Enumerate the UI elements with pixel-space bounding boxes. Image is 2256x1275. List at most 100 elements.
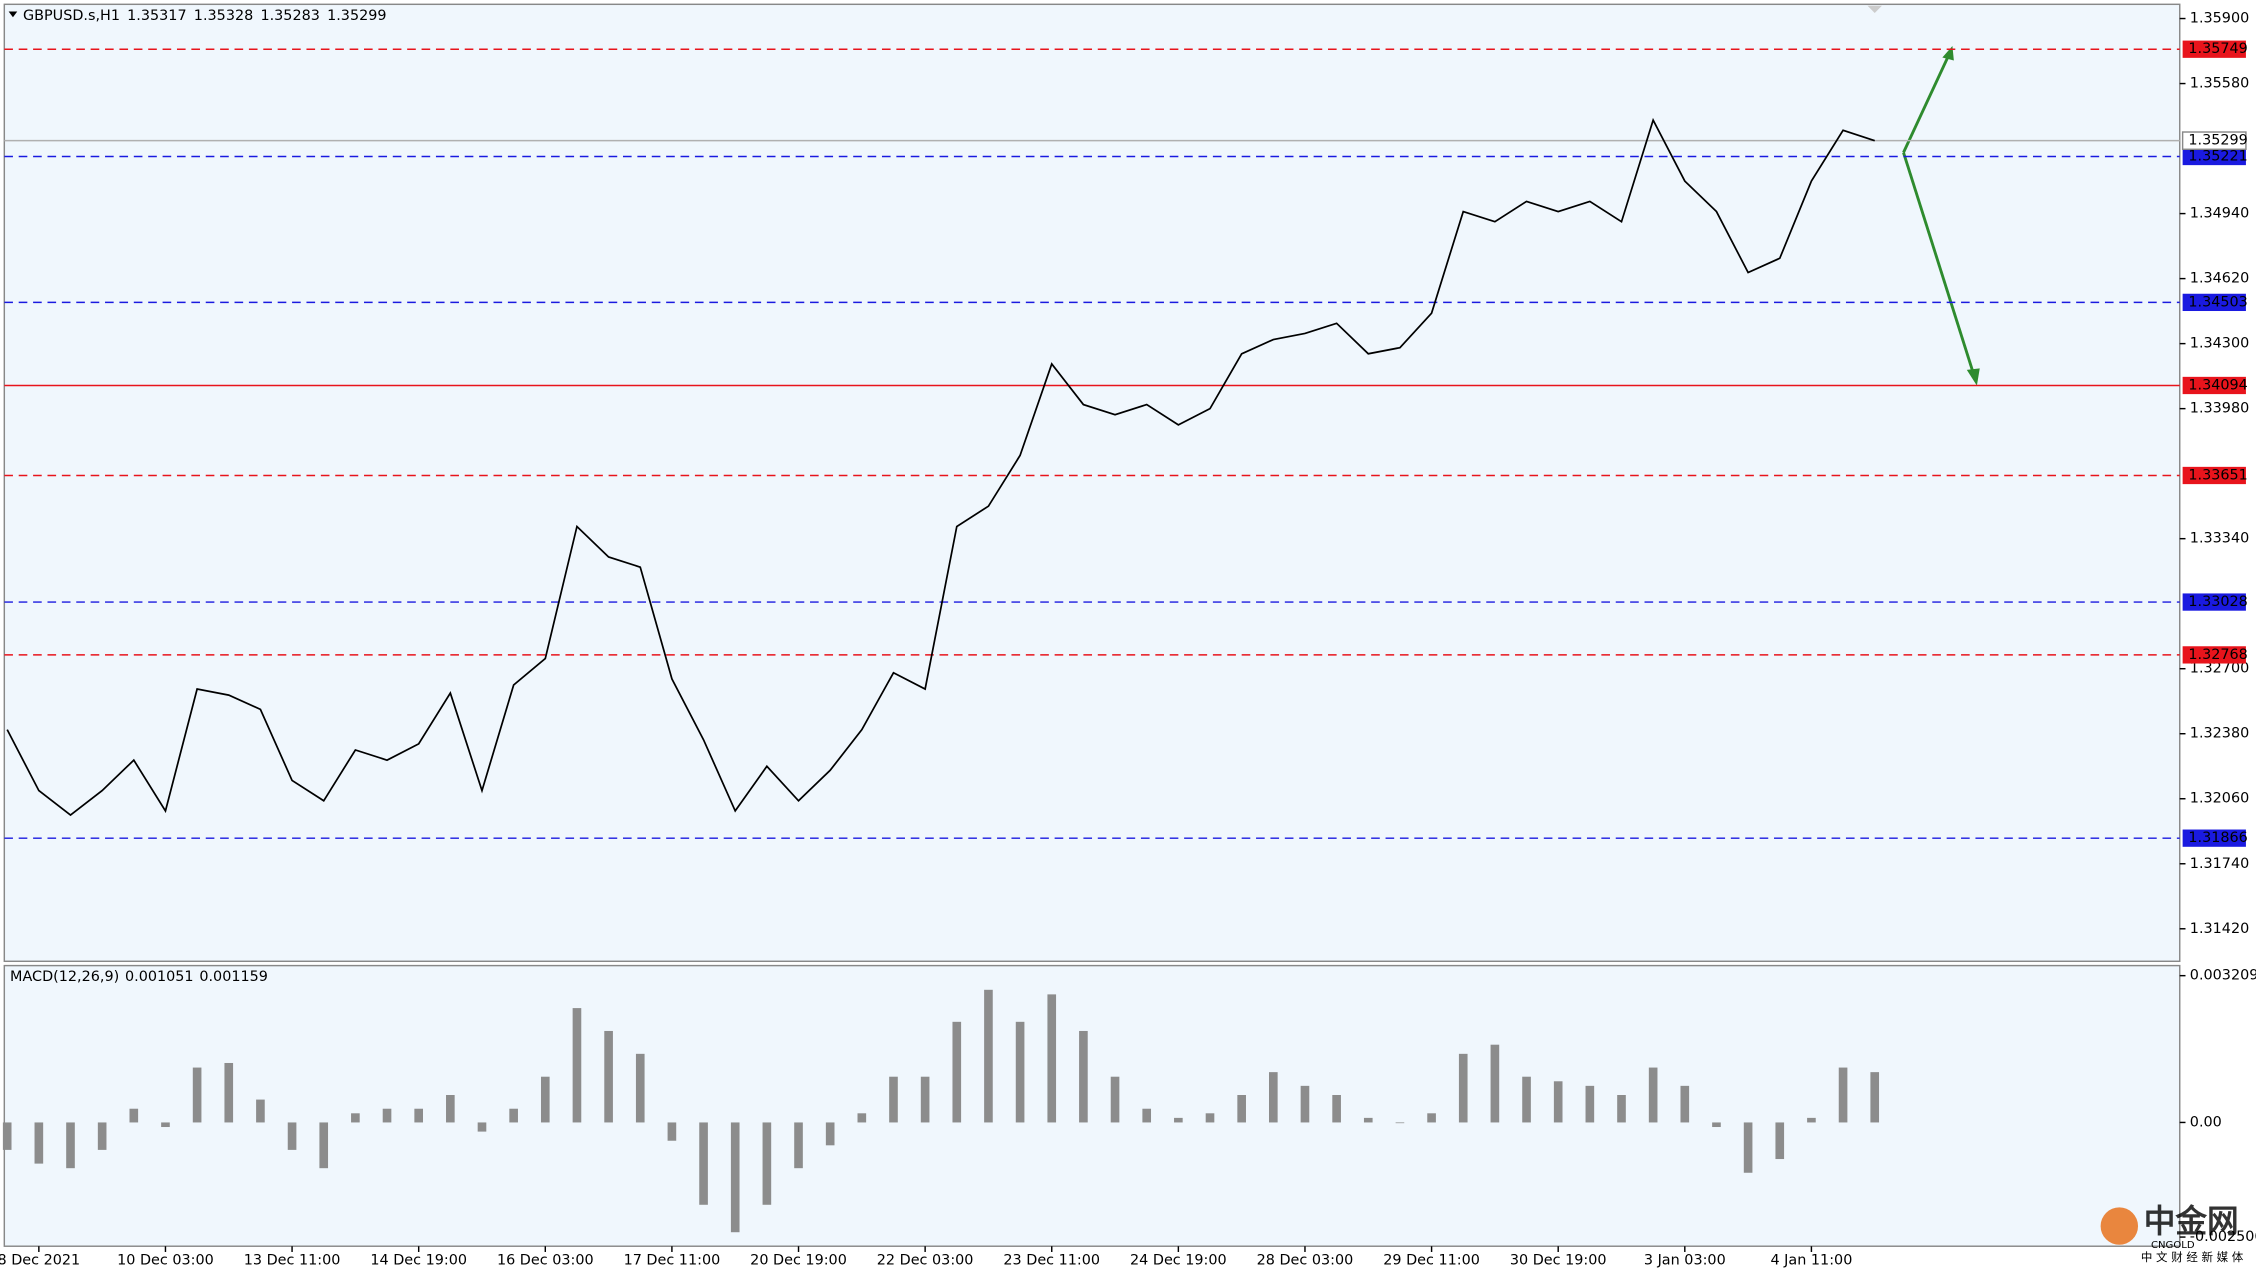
x-tick-label: 13 Dec 11:00 — [244, 1253, 341, 1269]
macd-bar — [319, 1122, 329, 1169]
macd-bar — [635, 1053, 645, 1123]
y-tick-label: 0.003209 — [2190, 968, 2256, 984]
y-tick-label: 1.34620 — [2190, 271, 2249, 287]
macd-header: MACD(12,26,9) 0.001051 0.001159 — [10, 969, 268, 985]
price-line — [6, 117, 1875, 817]
y-tick-label: 1.31740 — [2190, 856, 2249, 872]
y-tick-label: 1.34940 — [2190, 206, 2249, 222]
x-tick-label: 20 Dec 19:00 — [750, 1253, 847, 1269]
macd-title: MACD(12,26,9) — [10, 969, 119, 985]
macd-bar — [952, 1021, 962, 1123]
level-label: 1.33651 — [2188, 467, 2247, 483]
macd-bar — [730, 1122, 740, 1233]
scroll-marker — [1867, 5, 1882, 13]
macd-bar — [414, 1108, 423, 1123]
level-box — [2182, 466, 2246, 485]
y-tick-label: 1.35900 — [2190, 11, 2249, 27]
macd-bar — [1269, 1072, 1278, 1123]
level-label: 1.34094 — [2188, 377, 2247, 393]
arrows — [1902, 46, 1980, 386]
price-panel — [3, 3, 2181, 963]
macd-bar — [1870, 1072, 1880, 1123]
macd-bar — [699, 1122, 708, 1205]
y-tick-label: 1.33340 — [2190, 531, 2249, 547]
level-label: 1.32768 — [2188, 647, 2247, 663]
quote-value: 1.35283 — [260, 8, 319, 24]
macd-bar — [477, 1122, 487, 1132]
level-label: 1.33028 — [2188, 594, 2247, 610]
current-price-box — [2181, 131, 2247, 151]
macd-bar — [1458, 1053, 1468, 1123]
macd-bar — [287, 1122, 297, 1150]
level-box — [2182, 293, 2246, 312]
symbol: GBPUSD.s,H1 — [23, 8, 120, 24]
x-tick-label: 29 Dec 11:00 — [1383, 1253, 1480, 1269]
y-tick-label: 1.32060 — [2190, 791, 2249, 807]
macd-bar — [1680, 1085, 1690, 1123]
x-tick-label: 10 Dec 03:00 — [117, 1253, 214, 1269]
macd-bar — [1142, 1108, 1152, 1123]
macd-bar — [1775, 1122, 1785, 1160]
macd-bar — [1047, 994, 1057, 1123]
macd-bar — [1079, 1030, 1088, 1123]
macd-bar — [540, 1076, 550, 1123]
macd-bar — [920, 1076, 930, 1123]
macd-bar — [224, 1062, 234, 1123]
x-tick-label: 28 Dec 03:00 — [1257, 1253, 1354, 1269]
watermark-slogan: 中 文 财 经 新 媒 体 — [2141, 1250, 2244, 1264]
logo — [2100, 1207, 2139, 1245]
x-tick-label: 22 Dec 03:00 — [877, 1253, 974, 1269]
macd-bar — [1743, 1122, 1753, 1173]
level-box — [2182, 376, 2246, 395]
level-box — [2182, 40, 2246, 58]
watermark-name: 中金网 — [2144, 1203, 2239, 1240]
macd-bar — [97, 1122, 107, 1150]
level-box — [2182, 829, 2246, 847]
macd-bar — [351, 1113, 360, 1123]
macd-bar — [1585, 1085, 1595, 1123]
y-tick-label: 1.33980 — [2190, 401, 2249, 417]
level-label: 1.34503 — [2188, 294, 2247, 310]
macd-bar — [1174, 1117, 1183, 1123]
macd-panel — [3, 964, 2181, 1247]
macd-bar — [1838, 1067, 1848, 1123]
y-tick-label: 1.34300 — [2190, 336, 2249, 352]
macd-bar — [984, 989, 993, 1123]
macd-bar — [825, 1122, 835, 1146]
macd-bar — [1617, 1095, 1626, 1123]
macd-bar — [1332, 1095, 1341, 1123]
y-tick-label: 1.31420 — [2190, 921, 2249, 937]
macd-bar — [129, 1108, 139, 1123]
macd-bar — [1110, 1076, 1120, 1123]
macd-bar — [509, 1108, 518, 1123]
macd-value: 0.001051 — [125, 969, 194, 985]
macd-bar — [1363, 1117, 1373, 1123]
macd-bar — [192, 1067, 202, 1123]
x-tick-label: 24 Dec 19:00 — [1130, 1253, 1227, 1269]
level-box — [2182, 147, 2246, 166]
x-tick-label: 3 Jan 03:00 — [1644, 1253, 1726, 1269]
y-tick-label: 0.00 — [2190, 1114, 2222, 1130]
y-tick-label: 1.32380 — [2190, 726, 2249, 742]
macd-bar — [1490, 1044, 1500, 1123]
macd-bar — [1015, 1021, 1025, 1123]
macd-bar — [1237, 1095, 1246, 1123]
macd-bar — [161, 1122, 170, 1128]
level-label: 1.35221 — [2188, 148, 2247, 164]
macd-bar — [1553, 1081, 1563, 1123]
x-tick-label: 16 Dec 03:00 — [497, 1253, 594, 1269]
macd-bar — [794, 1122, 803, 1169]
arrow-down — [1902, 152, 1977, 381]
macd-bar — [66, 1122, 75, 1169]
macd-bar — [572, 1008, 582, 1123]
current-price-label: 1.35299 — [2188, 133, 2247, 149]
watermark-brand: CNGOLD — [2151, 1240, 2195, 1251]
macd-bar — [762, 1122, 772, 1205]
macd-value: 0.001159 — [199, 969, 268, 985]
macd-bar — [604, 1030, 613, 1123]
macd-bar — [1712, 1122, 1721, 1128]
x-tick-label: 14 Dec 19:00 — [370, 1253, 467, 1269]
quote-value: 1.35328 — [194, 8, 253, 24]
menu-triangle — [8, 11, 18, 18]
